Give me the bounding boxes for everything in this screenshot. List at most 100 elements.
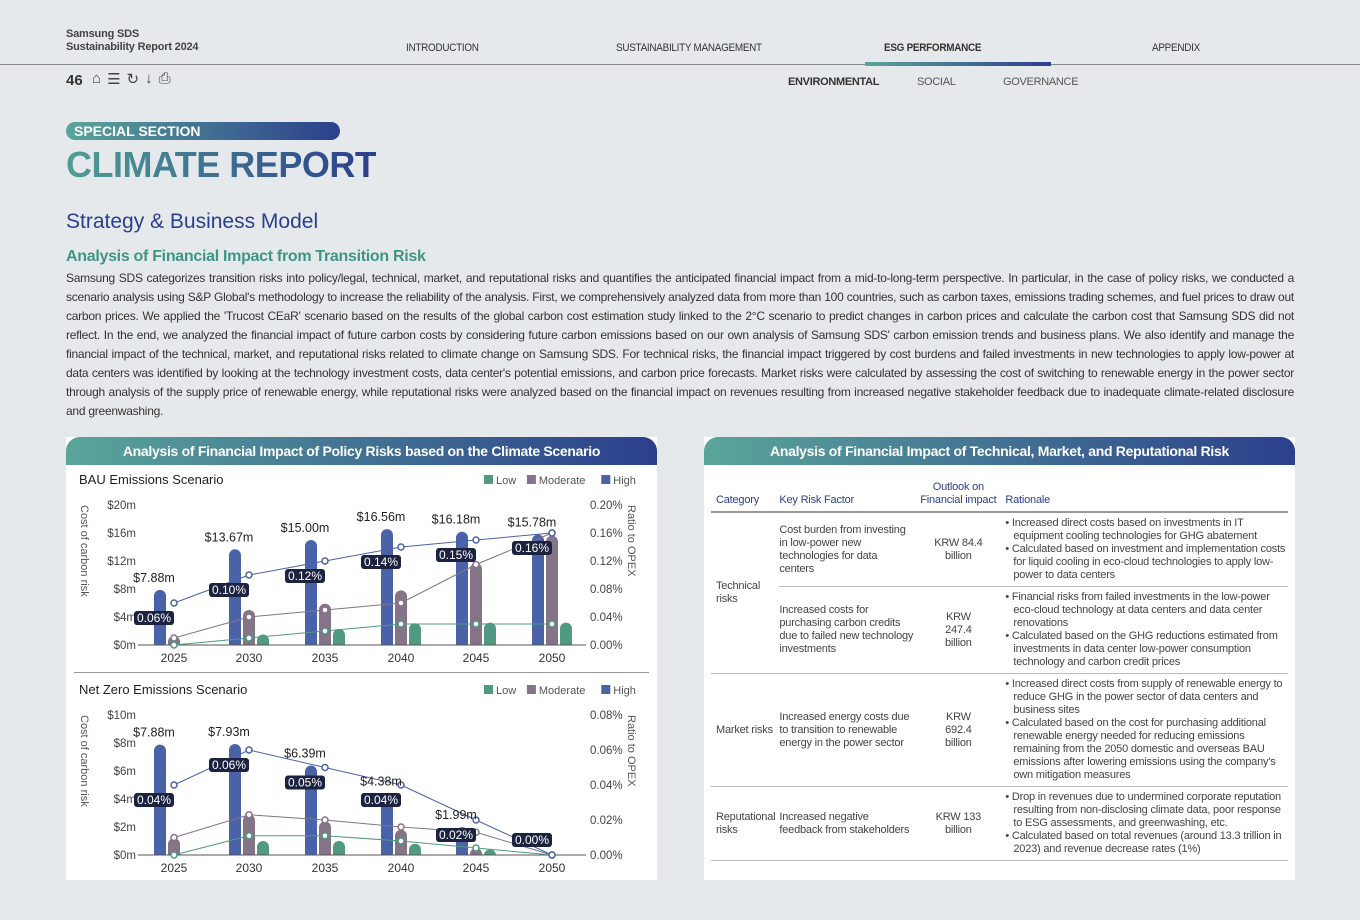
cell-factor: Cost burden from investing in low-power … xyxy=(779,512,920,587)
active-nav-indicator xyxy=(865,62,1051,66)
bar-moderate-2025 xyxy=(168,838,180,855)
col-category: Category xyxy=(711,477,780,513)
cell-category: Market risks xyxy=(711,673,780,787)
subnav-social[interactable]: SOCIAL xyxy=(917,76,956,88)
chart-title: BAU Emissions Scenario xyxy=(79,472,224,487)
col-rationale: Rationale xyxy=(997,477,1288,513)
nav-appendix[interactable]: APPENDIX xyxy=(1152,42,1200,54)
x-tick-label: 2050 xyxy=(539,861,566,875)
ratio-label-bg xyxy=(209,583,249,597)
value-label: $7.93m xyxy=(208,725,250,739)
bar-low-2030 xyxy=(257,841,269,855)
subnav-environmental[interactable]: ENVIRONMENTAL xyxy=(788,76,880,88)
sub-heading: Analysis of Financial Impact from Transi… xyxy=(66,248,426,265)
rationale-item: Increased direct costs from supply of re… xyxy=(1005,678,1288,717)
legend-label: Low xyxy=(496,475,516,487)
bar-low-2035 xyxy=(333,841,345,855)
y2-tick-label: 0.16% xyxy=(590,528,623,540)
y-tick-label: $8m xyxy=(114,584,136,596)
chart-title: Net Zero Emissions Scenario xyxy=(79,682,247,697)
home-icon[interactable]: ⌂ xyxy=(92,70,102,87)
table-row: Market risks Increased energy costs due t… xyxy=(711,673,1288,787)
ratio-line-low xyxy=(173,623,552,646)
ratio-point-low xyxy=(397,620,405,628)
ratio-label: 0.16% xyxy=(515,541,549,555)
y-axis-title: Cost of carbon risk xyxy=(78,505,90,597)
y2-tick-label: 0.20% xyxy=(590,500,623,512)
legend-swatch-moderate xyxy=(526,475,536,484)
x-tick-label: 2030 xyxy=(236,651,263,665)
ratio-point-low xyxy=(472,844,480,852)
ratio-label: 0.12% xyxy=(288,569,322,583)
ratio-label-bg xyxy=(512,541,552,555)
toolbar: ⌂ ☰ ↻ ↓ ⎙ xyxy=(92,70,171,88)
legend-label: Moderate xyxy=(539,475,585,487)
brand-line1: Samsung SDS xyxy=(66,28,139,40)
ratio-point-high xyxy=(245,571,253,579)
legend-label: Moderate xyxy=(539,685,585,697)
nav-introduction[interactable]: INTRODUCTION xyxy=(406,42,479,54)
x-tick-label: 2040 xyxy=(388,861,415,875)
ratio-point-high xyxy=(472,816,480,824)
y-tick-label: $0m xyxy=(114,640,136,652)
bar-moderate-2040 xyxy=(395,590,407,645)
col-key-risk-factor: Key Risk Factor xyxy=(779,477,920,513)
bar-moderate-2045 xyxy=(470,563,482,645)
menu-icon[interactable]: ☰ xyxy=(107,71,121,88)
header-divider xyxy=(0,64,1360,65)
y2-tick-label: 0.00% xyxy=(590,850,623,862)
x-tick-label: 2035 xyxy=(312,861,339,875)
value-label: $7.88m xyxy=(133,571,175,585)
ratio-label: 0.00% xyxy=(515,833,549,847)
y2-tick-label: 0.06% xyxy=(590,745,623,757)
y-tick-label: $0m xyxy=(114,850,136,862)
cell-factor: Increased energy costs due to transition… xyxy=(779,673,920,787)
bar-high-2030 xyxy=(229,549,241,645)
bar-high-2040 xyxy=(381,529,393,645)
bar-low-2045 xyxy=(484,622,496,645)
refresh-icon[interactable]: ↻ xyxy=(126,71,140,88)
y2-tick-label: 0.08% xyxy=(590,710,623,722)
ratio-label: 0.05% xyxy=(288,776,322,790)
rationale-list: Financial risks from failed investments … xyxy=(1005,591,1288,669)
ratio-point-high xyxy=(548,851,556,859)
net-zero-chart: Net Zero Emissions Scenario Low Moderate Hi… xyxy=(78,682,637,875)
x-tick-label: 2045 xyxy=(463,861,490,875)
brand: Samsung SDS Sustainability Report 2024 xyxy=(66,28,199,54)
nav-sustainability-management[interactable]: SUSTAINABILITY MANAGEMENT xyxy=(616,42,762,54)
rationale-list: Increased direct costs from supply of re… xyxy=(1005,678,1288,782)
value-label: $13.67m xyxy=(205,530,254,544)
x-tick-label: 2045 xyxy=(463,651,490,665)
bar-low-2040 xyxy=(409,843,421,855)
bau-chart: BAU Emissions Scenario Low Moderate High Cos… xyxy=(78,472,637,665)
ratio-point-high xyxy=(170,781,178,789)
section-badge: SPECIAL SECTION xyxy=(66,122,340,140)
y2-axis-title: Ratio to OPEX xyxy=(625,505,637,577)
ratio-line-high xyxy=(173,532,553,604)
nav-esg-performance[interactable]: ESG PERFORMANCE xyxy=(884,42,982,54)
y2-tick-label: 0.12% xyxy=(590,556,623,568)
subnav-governance[interactable]: GOVERNANCE xyxy=(1003,76,1079,88)
ratio-point-high xyxy=(170,599,178,607)
y-tick-label: $2m xyxy=(114,822,136,834)
ratio-point-moderate xyxy=(472,560,480,569)
ratio-label: 0.06% xyxy=(212,758,246,772)
print-icon[interactable]: ⎙ xyxy=(158,70,171,87)
y-tick-label: $12m xyxy=(107,556,136,568)
download-icon[interactable]: ↓ xyxy=(145,70,153,87)
ratio-line-moderate xyxy=(173,814,553,856)
ratio-label: 0.06% xyxy=(137,611,171,625)
x-tick-label: 2025 xyxy=(161,651,188,665)
ratio-point-high xyxy=(321,557,329,565)
ratio-point-high xyxy=(472,536,480,544)
ratio-point-moderate xyxy=(170,634,178,642)
table-row: Technical risks Cost burden from investin… xyxy=(711,512,1288,674)
y-axis-title: Cost of carbon risk xyxy=(78,715,90,807)
y-tick-label: $4m xyxy=(114,794,136,806)
bar-moderate-2050 xyxy=(546,535,558,645)
ratio-point-high xyxy=(397,781,405,789)
legend-label: High xyxy=(613,475,636,487)
legend-label: Low xyxy=(496,685,516,697)
x-tick-label: 2030 xyxy=(236,861,263,875)
rationale-item: Calculated based on the cost for purchas… xyxy=(1005,717,1288,782)
